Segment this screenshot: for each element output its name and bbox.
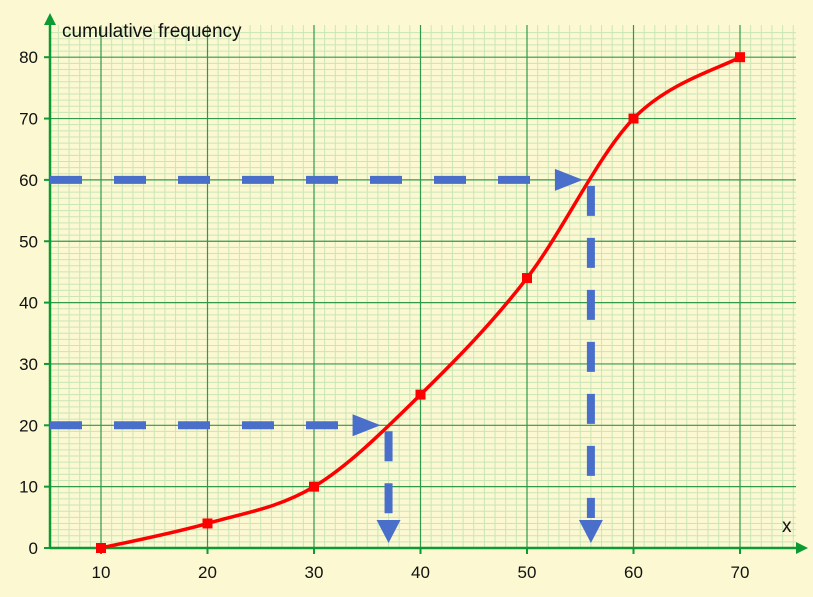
data-point-marker [628,113,639,124]
y-axis-arrowhead [44,13,56,25]
data-point-marker [522,273,532,284]
reading-arrowhead-down [376,520,401,543]
data-point-marker [96,543,106,553]
tick-labels: 10 20 30 40 50 60 70 0 10 20 30 40 50 60 70 80 [19,48,749,582]
y-tick-label: 40 [19,294,38,313]
y-tick-label: 60 [19,171,38,190]
y-tick-label: 20 [19,416,38,435]
x-tick-label: 40 [411,563,430,582]
reading-lines [50,168,603,543]
data-point-markers [96,52,745,553]
reading-arrowhead-right [352,414,381,437]
x-tick-label: 50 [518,563,537,582]
x-tick-label: 20 [198,563,217,582]
x-tick-label: 10 [92,563,111,582]
y-tick-label: 0 [29,539,38,558]
data-point-marker [735,52,745,63]
x-axis-arrowhead [796,542,808,554]
y-tick-label: 50 [19,232,38,251]
axes [44,13,808,554]
data-point-marker [415,389,426,400]
reading-arrowhead-down [578,520,603,543]
data-point-marker [202,518,213,529]
x-tick-label: 30 [305,563,324,582]
data-point-marker [309,481,319,492]
y-tick-label: 70 [19,110,38,129]
y-tick-label: 10 [19,478,38,497]
x-tick-label: 70 [731,563,750,582]
x-tick-label: 60 [624,563,643,582]
minor-grid [50,25,796,548]
x-axis-title: x [782,516,792,537]
major-grid [50,25,796,548]
y-tick-label: 30 [19,355,38,374]
reading-arrowhead-right [554,168,583,191]
y-axis-title: cumulative frequency [62,21,242,42]
y-tick-label: 80 [19,48,38,67]
